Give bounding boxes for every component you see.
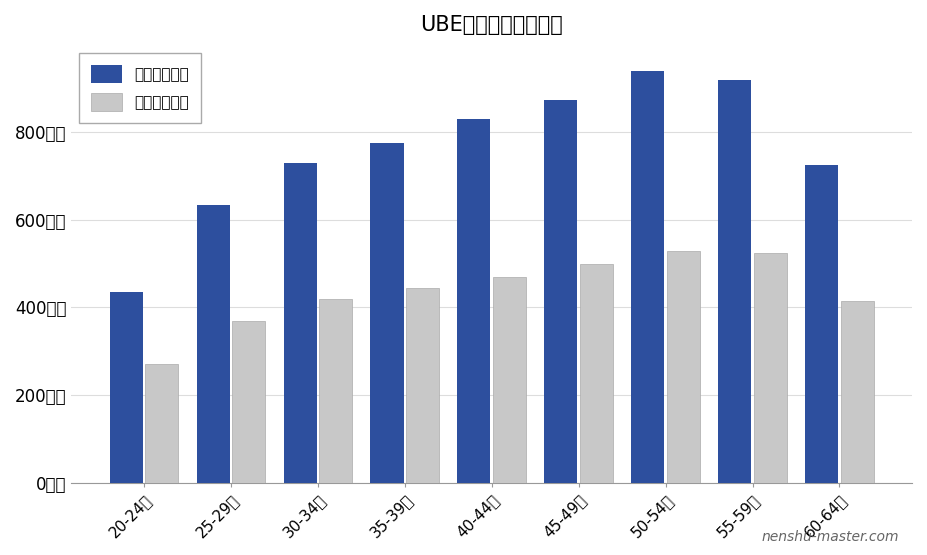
Bar — [406, 288, 439, 482]
Bar — [233, 321, 265, 482]
Bar — [371, 143, 403, 482]
Text: nenshu-master.com: nenshu-master.com — [762, 530, 899, 544]
Bar — [667, 251, 700, 482]
Bar — [718, 80, 751, 482]
Title: UBEの年齢別平均年収: UBEの年齢別平均年収 — [420, 15, 563, 35]
Bar — [457, 119, 490, 482]
Bar — [493, 277, 527, 482]
Bar — [284, 163, 317, 482]
Bar — [197, 205, 230, 482]
Bar — [580, 264, 613, 482]
Bar — [631, 71, 665, 482]
Bar — [544, 99, 578, 482]
Bar — [146, 365, 178, 482]
Bar — [806, 165, 838, 482]
Bar — [841, 301, 874, 482]
Bar — [109, 292, 143, 482]
Bar — [754, 253, 787, 482]
Bar — [319, 299, 352, 482]
Legend: 想定平均年収, 全国平均年収: 想定平均年収, 全国平均年収 — [79, 53, 201, 123]
